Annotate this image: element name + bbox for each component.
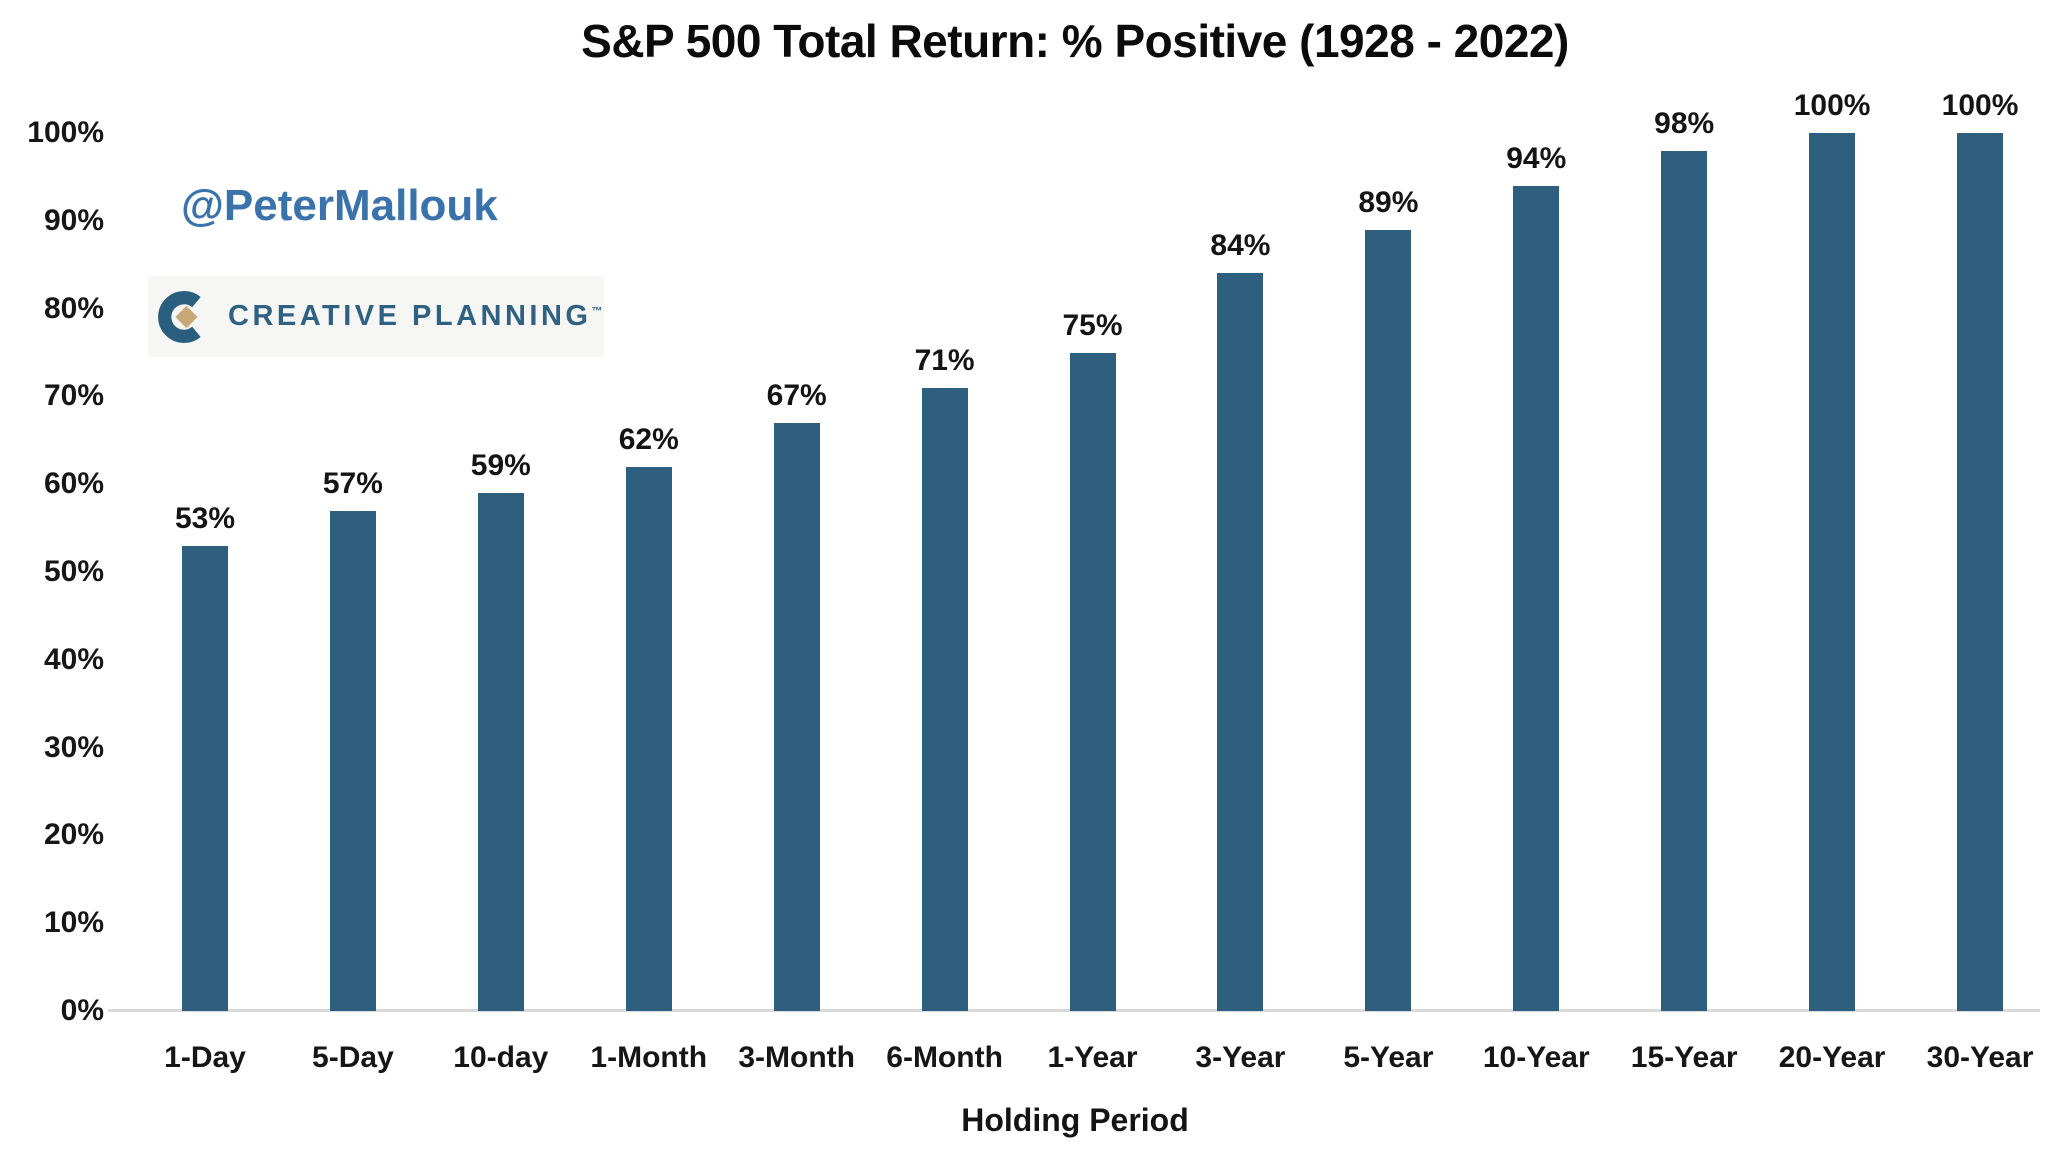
bar-3-Month <box>773 422 820 1011</box>
creative-planning-logo: CREATIVE PLANNING™ <box>148 276 604 357</box>
bar-10-day <box>477 492 524 1011</box>
bar-1-Day <box>182 545 228 1011</box>
x-axis-tick-label: 3-Year <box>1195 1041 1286 1074</box>
bar-6-Month <box>921 387 968 1011</box>
x-axis-tick-label: 3-Month <box>738 1041 855 1074</box>
y-axis-tick-label: 50% <box>43 555 104 588</box>
bar-20-Year <box>1809 133 1856 1011</box>
bar-value-label: 84% <box>1210 229 1271 263</box>
logo-trademark: ™ <box>591 305 603 318</box>
x-axis-tick-label: 5-Day <box>312 1041 394 1074</box>
y-axis-tick-label: 90% <box>43 203 104 237</box>
logo-brand-text: CREATIVE PLANNING™ <box>228 300 602 333</box>
bar-value-label: 59% <box>470 448 531 482</box>
bar-value-label: 98% <box>1654 106 1715 140</box>
chart-title: S&P 500 Total Return: % Positive (1928 -… <box>581 15 1569 67</box>
creative-planning-c-icon <box>155 288 213 346</box>
bar-value-label: 57% <box>322 466 383 500</box>
bar-value-label: 53% <box>174 501 236 535</box>
logo-c-arc <box>158 290 201 343</box>
y-axis-tick-label: 0% <box>60 994 104 1027</box>
x-axis-tick-label: 10-Year <box>1482 1041 1590 1074</box>
bar-value-label: 100% <box>1793 89 1871 122</box>
bar-5-Year <box>1365 229 1412 1011</box>
bar-10-Year <box>1513 185 1560 1011</box>
x-axis-tick-label: 20-Year <box>1778 1041 1886 1074</box>
y-axis-tick-label: 20% <box>43 818 104 852</box>
x-axis-tick-label: 30-Year <box>1926 1041 2034 1074</box>
bar-1-Month <box>625 466 672 1011</box>
bar-value-label: 100% <box>1941 89 2019 122</box>
y-axis-tick-label: 100% <box>27 116 104 149</box>
x-axis-tick-label: 6-Month <box>886 1041 1003 1074</box>
logo-diamond-icon <box>175 305 198 328</box>
y-axis-tick-label: 10% <box>43 906 104 940</box>
x-axis-title: Holding Period <box>961 1102 1189 1138</box>
x-axis-tick-label: 10-day <box>453 1041 549 1074</box>
x-axis-tick-label: 1-Month <box>590 1041 708 1074</box>
bar-value-label: 62% <box>618 422 679 456</box>
bar-value-label: 71% <box>914 343 975 377</box>
x-axis-tick-label: 15-Year <box>1630 1041 1738 1074</box>
twitter-handle-watermark: @PeterMallouk <box>181 181 498 230</box>
bar-30-Year <box>1957 133 2004 1011</box>
y-axis-tick-label: 60% <box>43 467 104 501</box>
bar-5-Day <box>329 510 376 1011</box>
x-axis-tick-label: 1-Year <box>1047 1041 1138 1074</box>
y-axis-tick-label: 40% <box>43 642 104 676</box>
bar-1-Year <box>1069 352 1116 1011</box>
x-axis-tick-label: 5-Year <box>1343 1041 1434 1074</box>
bar-value-label: 89% <box>1358 185 1419 219</box>
x-axis-tick-label: 1-Day <box>164 1041 246 1074</box>
y-axis-tick-label: 70% <box>43 379 104 413</box>
y-axis-tick-label: 80% <box>43 291 104 325</box>
bar-15-Year <box>1661 150 1708 1011</box>
logo-brand-label: CREATIVE PLANNING <box>228 300 592 332</box>
bar-value-label: 67% <box>766 378 827 412</box>
bar-value-label: 75% <box>1062 308 1123 342</box>
y-axis-tick-label: 30% <box>43 730 104 764</box>
bar-value-label: 94% <box>1506 141 1567 175</box>
bar-3-Year <box>1217 273 1264 1011</box>
